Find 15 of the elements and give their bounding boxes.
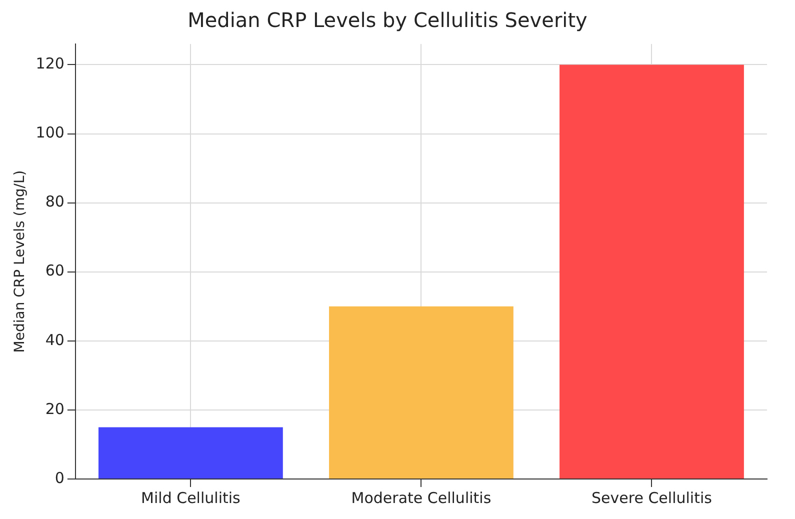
x-tick-label: Mild Cellulitis [141, 488, 241, 507]
y-tick-label: 120 [36, 54, 64, 73]
y-tick-label: 40 [45, 330, 64, 349]
bar [98, 427, 283, 478]
y-tick-label: 80 [45, 192, 64, 211]
y-tick-label: 20 [45, 400, 64, 418]
chart-title: Median CRP Levels by Cellulitis Severity [188, 8, 588, 32]
y-tick-label: 0 [54, 468, 64, 487]
y-tick-label: 60 [45, 262, 64, 280]
x-tick-label: Severe Cellulitis [592, 488, 712, 507]
bar [329, 306, 514, 478]
x-tick-label: Moderate Cellulitis [351, 488, 492, 507]
y-tick-label: 100 [36, 124, 64, 142]
y-axis-title: Median CRP Levels (mg/L) [12, 170, 28, 353]
bar [560, 64, 744, 478]
